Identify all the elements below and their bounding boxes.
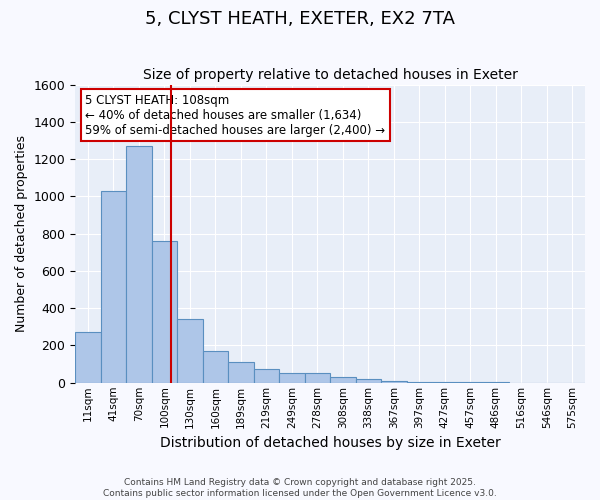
Bar [126, 146, 152, 383]
Bar [407, 382, 432, 383]
Bar [254, 369, 279, 383]
Bar [152, 241, 177, 383]
Text: Contains HM Land Registry data © Crown copyright and database right 2025.
Contai: Contains HM Land Registry data © Crown c… [103, 478, 497, 498]
Bar [177, 320, 203, 383]
Text: 5 CLYST HEATH: 108sqm
← 40% of detached houses are smaller (1,634)
59% of semi-d: 5 CLYST HEATH: 108sqm ← 40% of detached … [85, 94, 385, 136]
X-axis label: Distribution of detached houses by size in Exeter: Distribution of detached houses by size … [160, 436, 500, 450]
Bar [381, 382, 407, 383]
Bar [228, 362, 254, 383]
Bar [75, 332, 101, 383]
Bar [356, 379, 381, 383]
Title: Size of property relative to detached houses in Exeter: Size of property relative to detached ho… [143, 68, 518, 82]
Y-axis label: Number of detached properties: Number of detached properties [15, 135, 28, 332]
Bar [330, 377, 356, 383]
Bar [101, 191, 126, 383]
Bar [203, 351, 228, 383]
Text: 5, CLYST HEATH, EXETER, EX2 7TA: 5, CLYST HEATH, EXETER, EX2 7TA [145, 10, 455, 28]
Bar [432, 382, 458, 383]
Bar [279, 372, 305, 383]
Bar [305, 374, 330, 383]
